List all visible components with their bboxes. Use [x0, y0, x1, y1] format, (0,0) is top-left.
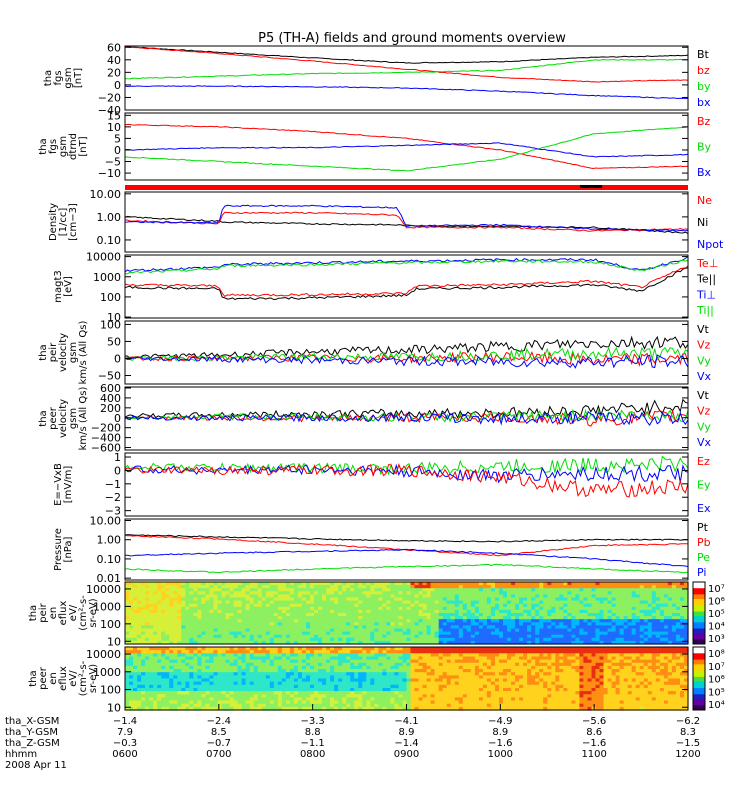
legend-entry: Pb	[697, 536, 711, 549]
legend-entry: Bt	[697, 48, 710, 61]
legend-entry: Vt	[697, 389, 710, 402]
y-tick-label: 10.00	[90, 188, 122, 201]
series-line-black	[125, 47, 688, 64]
y-tick-label: 40	[107, 54, 121, 67]
colorbar-tick-label: 10³	[708, 634, 725, 645]
y-tick-label: 1.00	[97, 211, 122, 224]
series-line-red	[125, 124, 688, 168]
colorbar-tick-label: 10⁴	[708, 622, 725, 633]
y-tick-label: −1	[105, 478, 121, 491]
y-tick-label: 0	[114, 464, 121, 477]
legend-entry: bx	[697, 96, 711, 109]
colorbar-tick-label: 10⁶	[708, 597, 725, 608]
legend-entry: Bz	[697, 115, 711, 128]
y-axis-label: [nPa]	[63, 536, 74, 562]
y-tick-label: 100	[100, 318, 121, 331]
y-tick-label: 0	[114, 352, 121, 365]
legend-entry: Npot	[697, 238, 724, 251]
y-tick-label: 0.10	[97, 234, 122, 247]
legend-entry: Bx	[697, 166, 712, 179]
y-tick-label: 1000	[93, 271, 121, 284]
legend-entry: Pi	[697, 566, 706, 579]
panel-pressure	[125, 519, 688, 580]
legend-entry: Ti⊥	[696, 288, 716, 301]
series-line-blue	[125, 549, 688, 567]
panel-density	[125, 192, 688, 252]
y-axis-label: km/s (All Qs)	[78, 387, 89, 451]
legend-entry: Te||	[696, 273, 716, 286]
plot-title: P5 (TH-A) fields and ground moments over…	[258, 31, 566, 46]
y-tick-label: 1.00	[97, 534, 122, 547]
quality-flag-bar	[125, 185, 688, 190]
legend-entry: Ex	[697, 502, 711, 515]
legend-entry: Ey	[697, 479, 711, 492]
panel-frame	[125, 113, 688, 180]
legend-entry: Vz	[697, 339, 711, 352]
series-line-green	[125, 127, 688, 171]
y-axis-label: [nT]	[73, 68, 84, 88]
y-tick-label: 50	[107, 335, 121, 348]
legend-entry: Pt	[697, 521, 709, 534]
legend-entry: Vy	[697, 420, 711, 433]
y-tick-label: −50	[98, 369, 121, 382]
legend-entry: Ne	[697, 194, 712, 207]
y-tick-label: 10000	[86, 583, 121, 596]
panel-frame	[125, 387, 688, 450]
y-axis-label: sr-eV)	[88, 598, 99, 627]
y-tick-label: 10.00	[90, 515, 122, 528]
series-line-black	[125, 337, 688, 358]
panel-fgs-gsm	[125, 46, 688, 110]
colorbar-tick-label: 10⁵	[708, 609, 725, 620]
series-line-red	[125, 266, 688, 296]
y-tick-label: 10	[107, 635, 121, 648]
panel-e-field	[125, 453, 688, 516]
panel-peir-eflux	[125, 582, 705, 645]
y-tick-label: 20	[107, 66, 121, 79]
y-tick-label: 100	[100, 291, 121, 304]
y-tick-label: 0.10	[97, 553, 122, 566]
legend-entry: Pe	[697, 551, 710, 564]
quality-flag-marker	[580, 185, 602, 188]
legend-entry: Vy	[697, 354, 711, 367]
panel-peer-eflux	[125, 647, 705, 711]
legend-entry: Te⊥	[696, 257, 718, 270]
panel-frame	[125, 46, 688, 110]
series-line-green	[125, 564, 688, 572]
panel-fgs-gsm-detrended	[125, 113, 688, 180]
y-tick-label: 10000	[86, 251, 121, 264]
legend-entry: Ti||	[696, 304, 714, 317]
panel-temperature	[125, 255, 688, 318]
legend-entry: Ez	[697, 455, 710, 468]
y-tick-label: 0	[114, 79, 121, 92]
legend-entry: by	[697, 80, 711, 93]
legend-entry: Ni	[697, 216, 708, 229]
colorbar-tick-label: 10⁷	[708, 584, 725, 595]
y-axis-label: [cm−3]	[68, 203, 79, 241]
series-line-red	[125, 465, 688, 498]
y-tick-label: −20	[98, 91, 121, 104]
y-tick-label: 1	[114, 451, 121, 464]
legend-entry: bz	[697, 64, 710, 77]
y-tick-label: −10	[98, 167, 121, 180]
legend-entry: Vx	[697, 370, 712, 383]
series-line-blue	[125, 143, 688, 157]
y-axis-label: [nT]	[78, 136, 89, 156]
legend-entry: By	[697, 141, 712, 154]
panel-peer-velocity	[125, 387, 688, 450]
legend-entry: Vz	[697, 405, 711, 418]
series-line-red	[125, 411, 688, 427]
legend-entry: Vt	[697, 323, 710, 336]
y-tick-label: 60	[107, 41, 121, 54]
series-line-black	[125, 268, 688, 300]
series-line-blue	[125, 86, 688, 99]
y-tick-label: 100	[100, 618, 121, 631]
panel-peir-velocity	[125, 321, 688, 384]
y-axis-label: [eV]	[63, 276, 74, 297]
legend-entry: Vx	[697, 436, 712, 449]
y-tick-label: −2	[105, 491, 121, 504]
y-axis-label: km/s (All Qs)	[78, 321, 89, 385]
y-axis-label: [mV/m]	[63, 466, 74, 504]
